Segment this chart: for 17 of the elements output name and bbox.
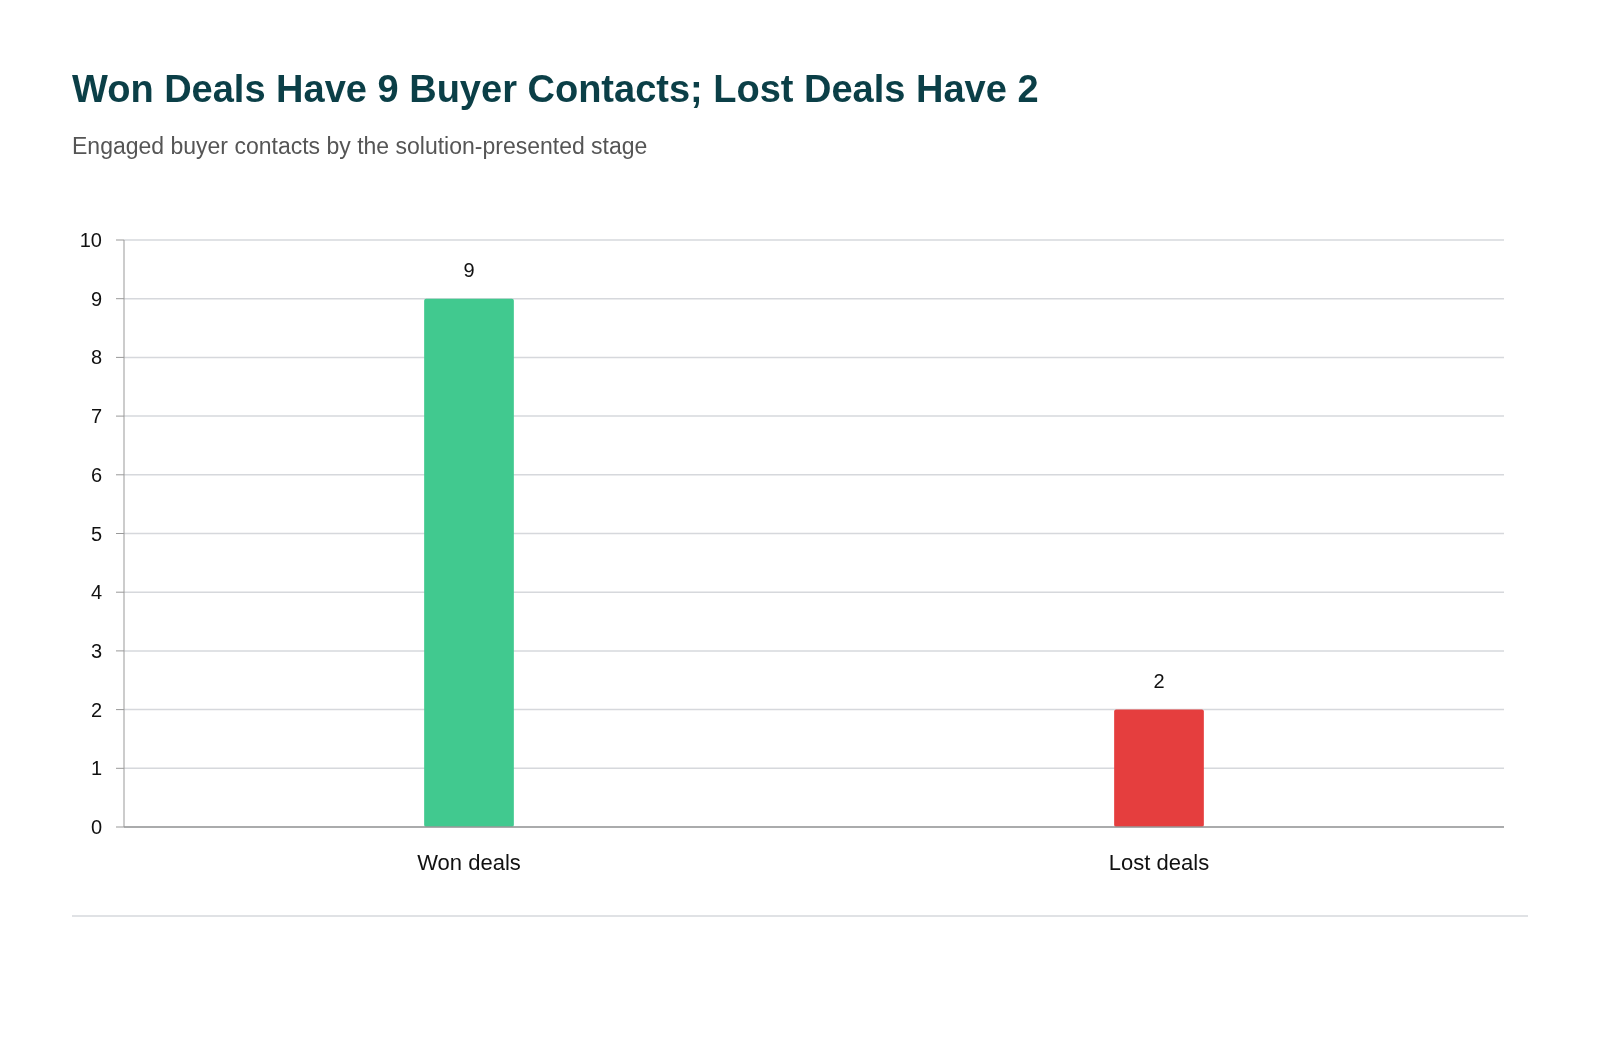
y-tick-label: 0 <box>90 816 102 838</box>
y-tick-label: 10 <box>79 229 102 251</box>
y-tick-label: 1 <box>90 757 102 780</box>
y-tick-label: 4 <box>90 581 102 604</box>
y-tick-label: 8 <box>90 346 102 369</box>
data-label: 9 <box>463 258 475 281</box>
data-label: 2 <box>1153 669 1165 692</box>
chart-title: Won Deals Have 9 Buyer Contacts; Lost Deals Have 2 <box>72 68 1039 110</box>
x-tick-label: Lost deals <box>1108 850 1210 875</box>
x-tick-label: Won deals <box>417 850 521 875</box>
chart-subtitle: Engaged buyer contacts by the solution-presented stage <box>72 133 648 159</box>
y-tick-label: 7 <box>90 405 102 428</box>
y-tick-label: 5 <box>90 522 102 545</box>
y-tick-label: 2 <box>90 698 102 721</box>
y-tick-label: 9 <box>90 287 102 310</box>
y-tick-label: 6 <box>90 463 102 486</box>
y-tick-label: 3 <box>90 639 102 662</box>
